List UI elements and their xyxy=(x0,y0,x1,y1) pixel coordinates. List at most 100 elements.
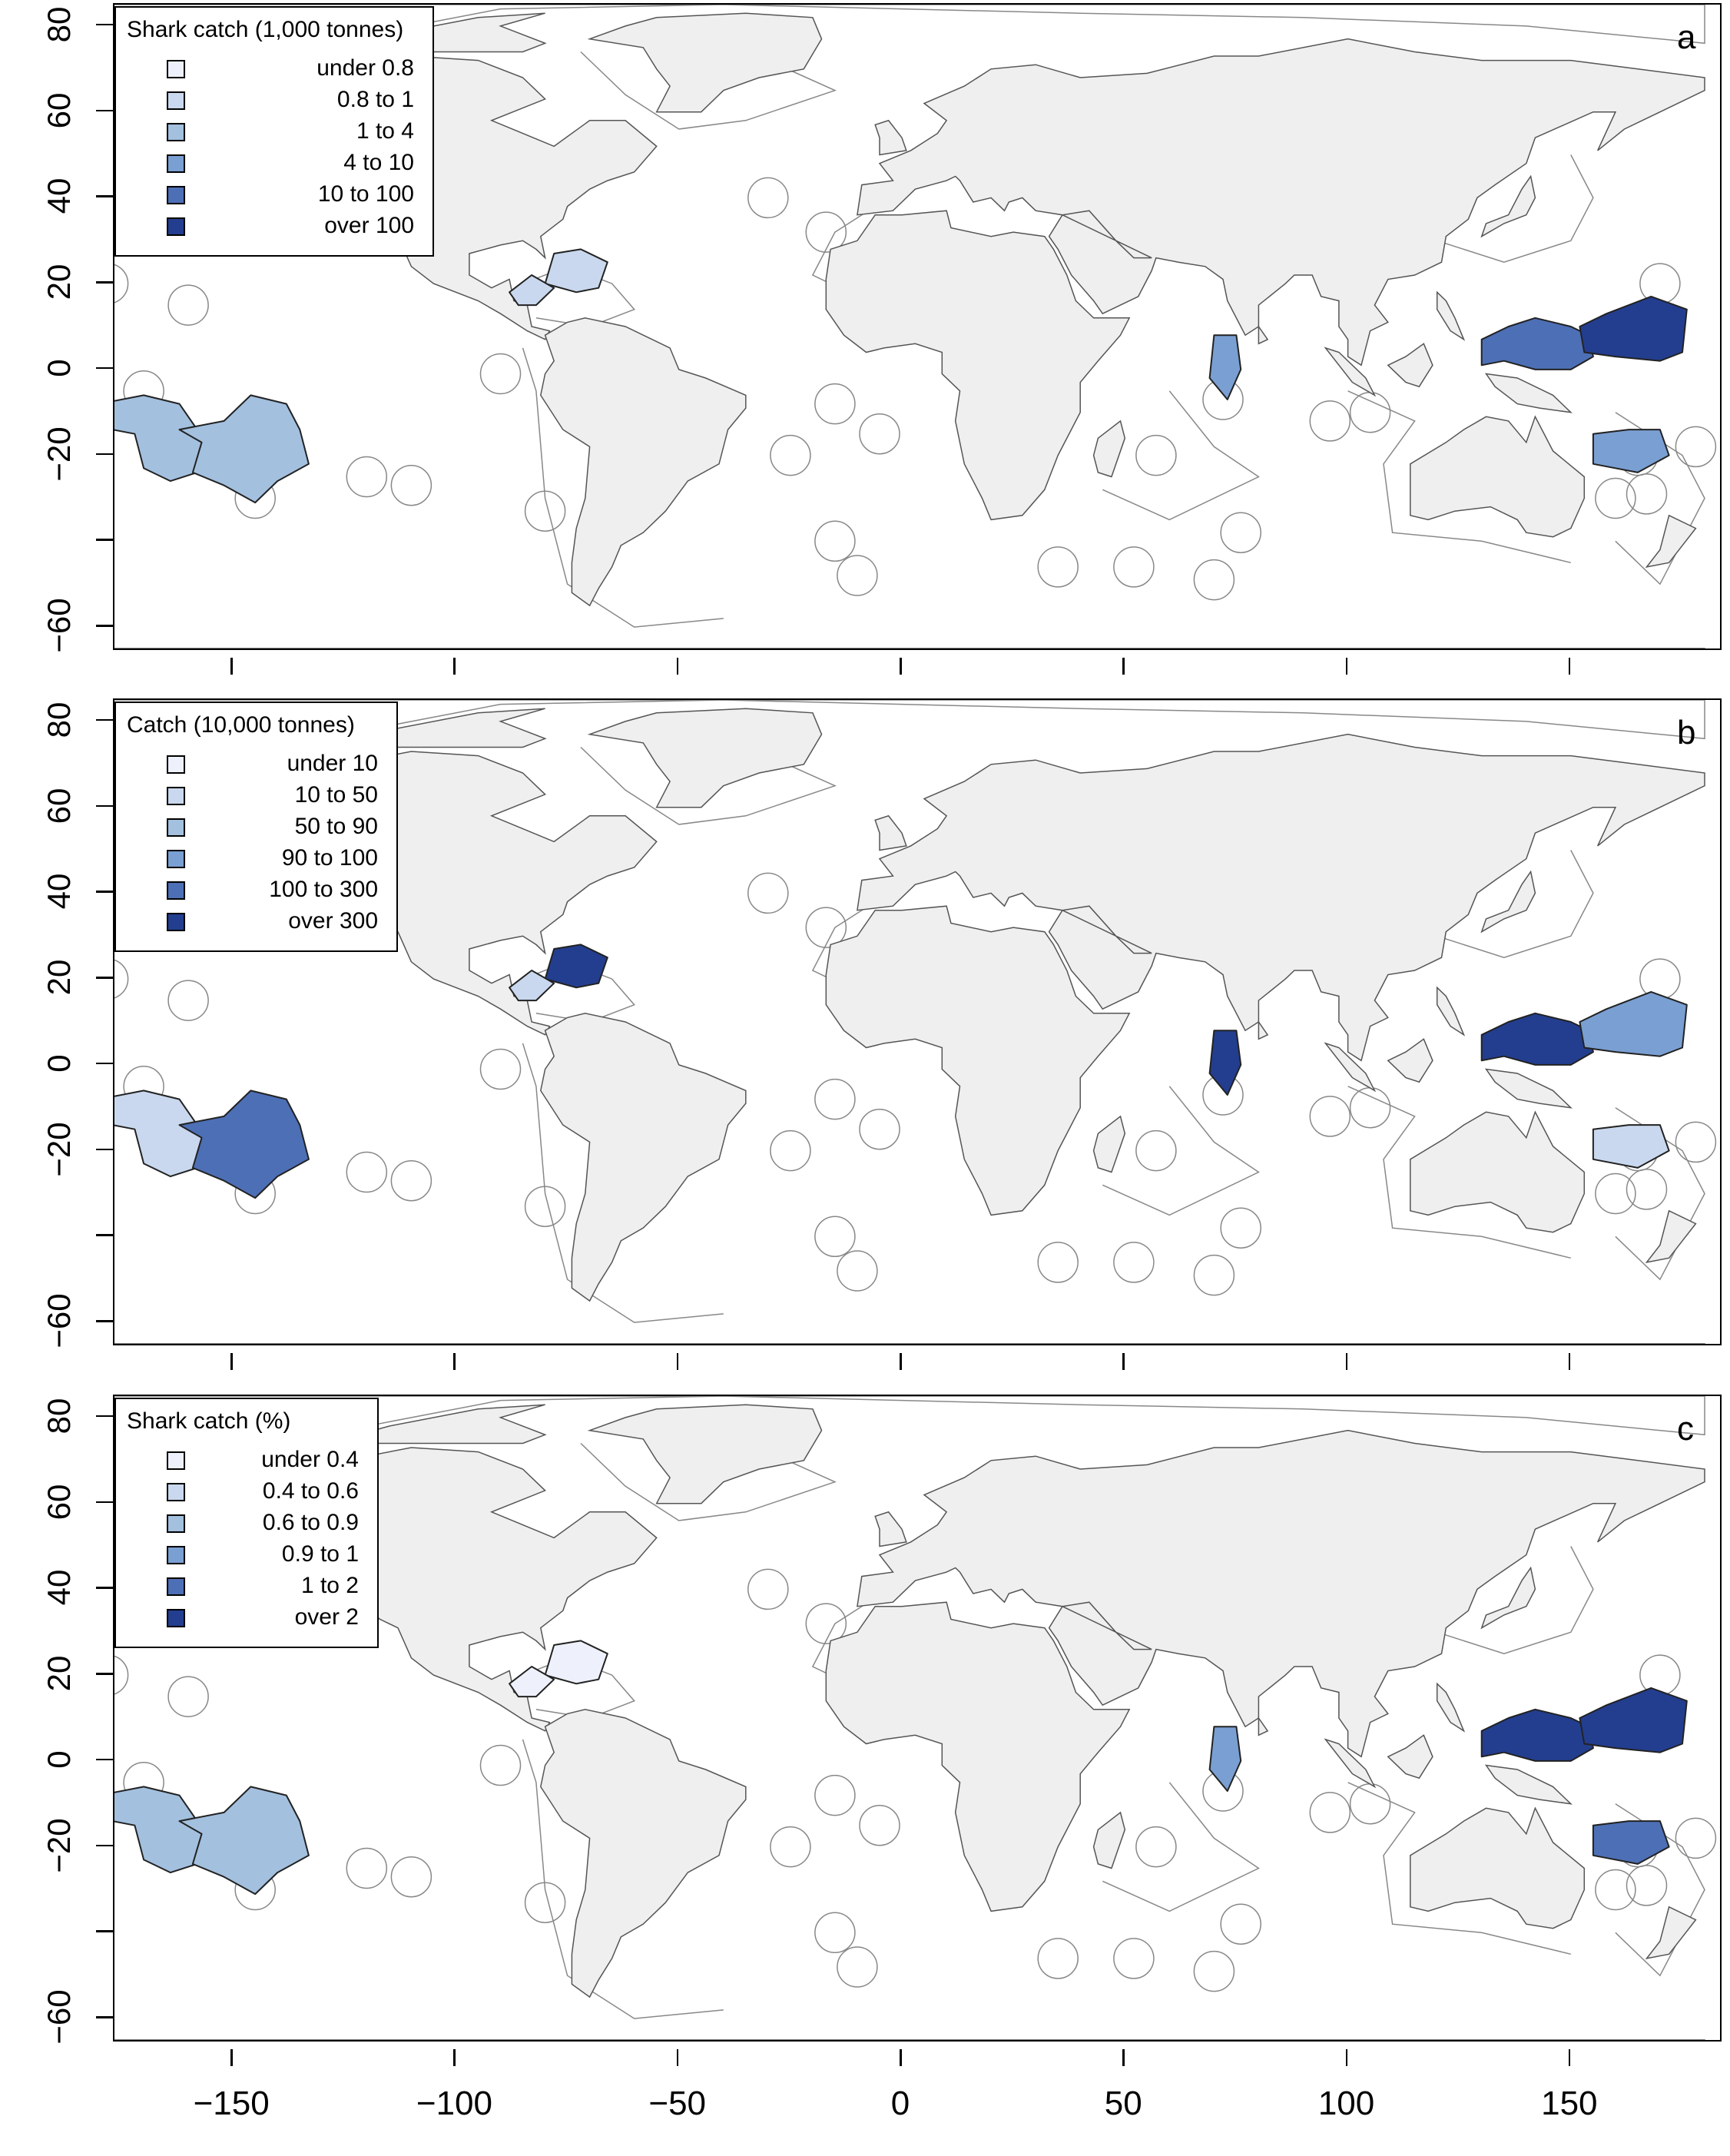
eez-boundary xyxy=(1437,1546,1594,1654)
y-tick xyxy=(96,453,113,456)
island-eez-circle xyxy=(114,264,129,303)
x-tick xyxy=(1345,2049,1348,2066)
legend-label: 4 to 10 xyxy=(343,150,414,175)
x-tick xyxy=(1345,1353,1348,1370)
y-tick-label: 0 xyxy=(41,359,77,377)
y-tick xyxy=(96,281,113,284)
eez-maldives xyxy=(1208,334,1242,400)
land-madagascar xyxy=(1092,1811,1126,1869)
legend-item: 1 to 4 xyxy=(167,118,414,149)
legend-item: under 0.8 xyxy=(167,55,414,86)
island-eez-circle xyxy=(1639,958,1681,1000)
island-eez-circle xyxy=(167,1676,209,1717)
legend-swatch xyxy=(167,186,185,204)
y-tick-label: −20 xyxy=(41,1817,77,1873)
y-tick-label: 80 xyxy=(41,702,77,738)
legend: Shark catch (%) under 0.4 0.4 to 0.6 0.6 t… xyxy=(114,1398,379,1648)
island-eez-circle xyxy=(1135,1129,1177,1172)
island-eez-circle xyxy=(1037,1242,1079,1283)
legend-item: 90 to 100 xyxy=(167,845,378,876)
eez-boundary xyxy=(1437,154,1594,263)
eez-boundary xyxy=(1347,390,1571,564)
land-uk xyxy=(874,1511,907,1547)
land-australia xyxy=(1410,1806,1586,1929)
eez-micronesia-west xyxy=(1480,317,1594,370)
legend-swatch xyxy=(167,850,185,868)
land-new-zealand xyxy=(1645,1906,1697,1960)
island-eez-circle xyxy=(1113,546,1155,588)
island-eez-circle xyxy=(1626,1169,1668,1210)
y-tick xyxy=(96,539,113,541)
legend-label: over 100 xyxy=(324,213,414,238)
island-eez-circle xyxy=(1309,1096,1351,1137)
legend-item: 0.8 to 1 xyxy=(167,87,414,118)
eez-micronesia-east xyxy=(1579,990,1688,1057)
land-philippines xyxy=(1436,290,1466,341)
land-greenland xyxy=(587,708,823,808)
x-tick xyxy=(900,658,902,675)
island-eez-circle xyxy=(859,1108,900,1150)
land-new-zealand xyxy=(1645,1209,1697,1264)
x-tick xyxy=(230,658,233,675)
y-tick-label: 40 xyxy=(41,1570,77,1606)
land-new-guinea xyxy=(1484,373,1573,413)
y-tick-label: 80 xyxy=(41,1398,77,1435)
legend-item: under 0.4 xyxy=(167,1447,359,1478)
island-eez-circle xyxy=(859,413,900,455)
y-tick xyxy=(96,891,113,893)
map-frame: a Shark catch (1,000 tonnes) under 0.8 0.… xyxy=(113,3,1722,650)
y-tick xyxy=(96,1062,113,1065)
island-eez-circle xyxy=(1309,1792,1351,1833)
x-tick-label: −150 xyxy=(193,2085,270,2122)
island-eez-circle xyxy=(1037,546,1079,588)
legend-label: 10 to 100 xyxy=(317,181,414,207)
legend-label: 100 to 300 xyxy=(269,877,378,902)
legend-item: 50 to 90 xyxy=(167,814,378,844)
y-tick xyxy=(96,1930,113,1932)
x-tick-label: −100 xyxy=(416,2085,492,2122)
land-madagascar xyxy=(1092,1115,1126,1173)
map-frame: b Catch (10,000 tonnes) under 10 10 to 50… xyxy=(113,698,1722,1345)
land-arabia-detail xyxy=(1060,210,1152,259)
land-philippines xyxy=(1436,986,1466,1037)
x-tick xyxy=(1568,1353,1571,1370)
legend-item: over 100 xyxy=(167,213,414,244)
land-sri-lanka xyxy=(1258,1020,1269,1040)
land-uk xyxy=(874,119,907,156)
y-tick-label: 40 xyxy=(41,874,77,910)
y-tick xyxy=(96,718,113,721)
panel-letter: a xyxy=(1677,18,1696,56)
x-tick xyxy=(676,1353,679,1370)
island-eez-circle xyxy=(1037,1938,1079,1979)
island-eez-circle xyxy=(1220,1207,1261,1249)
legend-swatch xyxy=(167,1514,185,1533)
y-tick-label: 80 xyxy=(41,6,77,43)
island-eez-circle xyxy=(747,177,789,219)
land-greenland xyxy=(587,1404,823,1504)
land-sri-lanka xyxy=(1258,1716,1269,1736)
legend-item: 10 to 100 xyxy=(167,181,414,212)
x-tick xyxy=(1122,658,1125,675)
x-tick-label: −50 xyxy=(648,2085,707,2122)
island-eez-circle xyxy=(1675,1121,1717,1163)
y-tick-label: 20 xyxy=(41,1655,77,1692)
land-sumatra xyxy=(1324,347,1377,397)
eez-boundary xyxy=(1102,390,1260,521)
island-eez-circle xyxy=(346,1847,388,1889)
legend-swatch xyxy=(167,91,185,110)
legend-title: Catch (10,000 tonnes) xyxy=(127,712,355,738)
y-tick xyxy=(96,804,113,808)
island-eez-circle xyxy=(770,434,811,476)
island-eez-circle xyxy=(814,1912,856,1954)
island-eez-circle xyxy=(524,1882,566,1923)
y-tick-label: 20 xyxy=(41,959,77,996)
land-africa xyxy=(825,1601,1131,1912)
legend-swatch xyxy=(167,1451,185,1470)
map-panel-c: c Shark catch (%) under 0.4 0.4 to 0.6 0.6… xyxy=(0,1391,1730,2156)
legend-label: 0.8 to 1 xyxy=(336,87,414,112)
land-south-america xyxy=(540,317,747,607)
land-japan xyxy=(1480,174,1536,238)
eez-boundary xyxy=(1102,1086,1260,1216)
y-tick-label: 60 xyxy=(41,788,77,824)
x-tick xyxy=(1122,2049,1125,2066)
